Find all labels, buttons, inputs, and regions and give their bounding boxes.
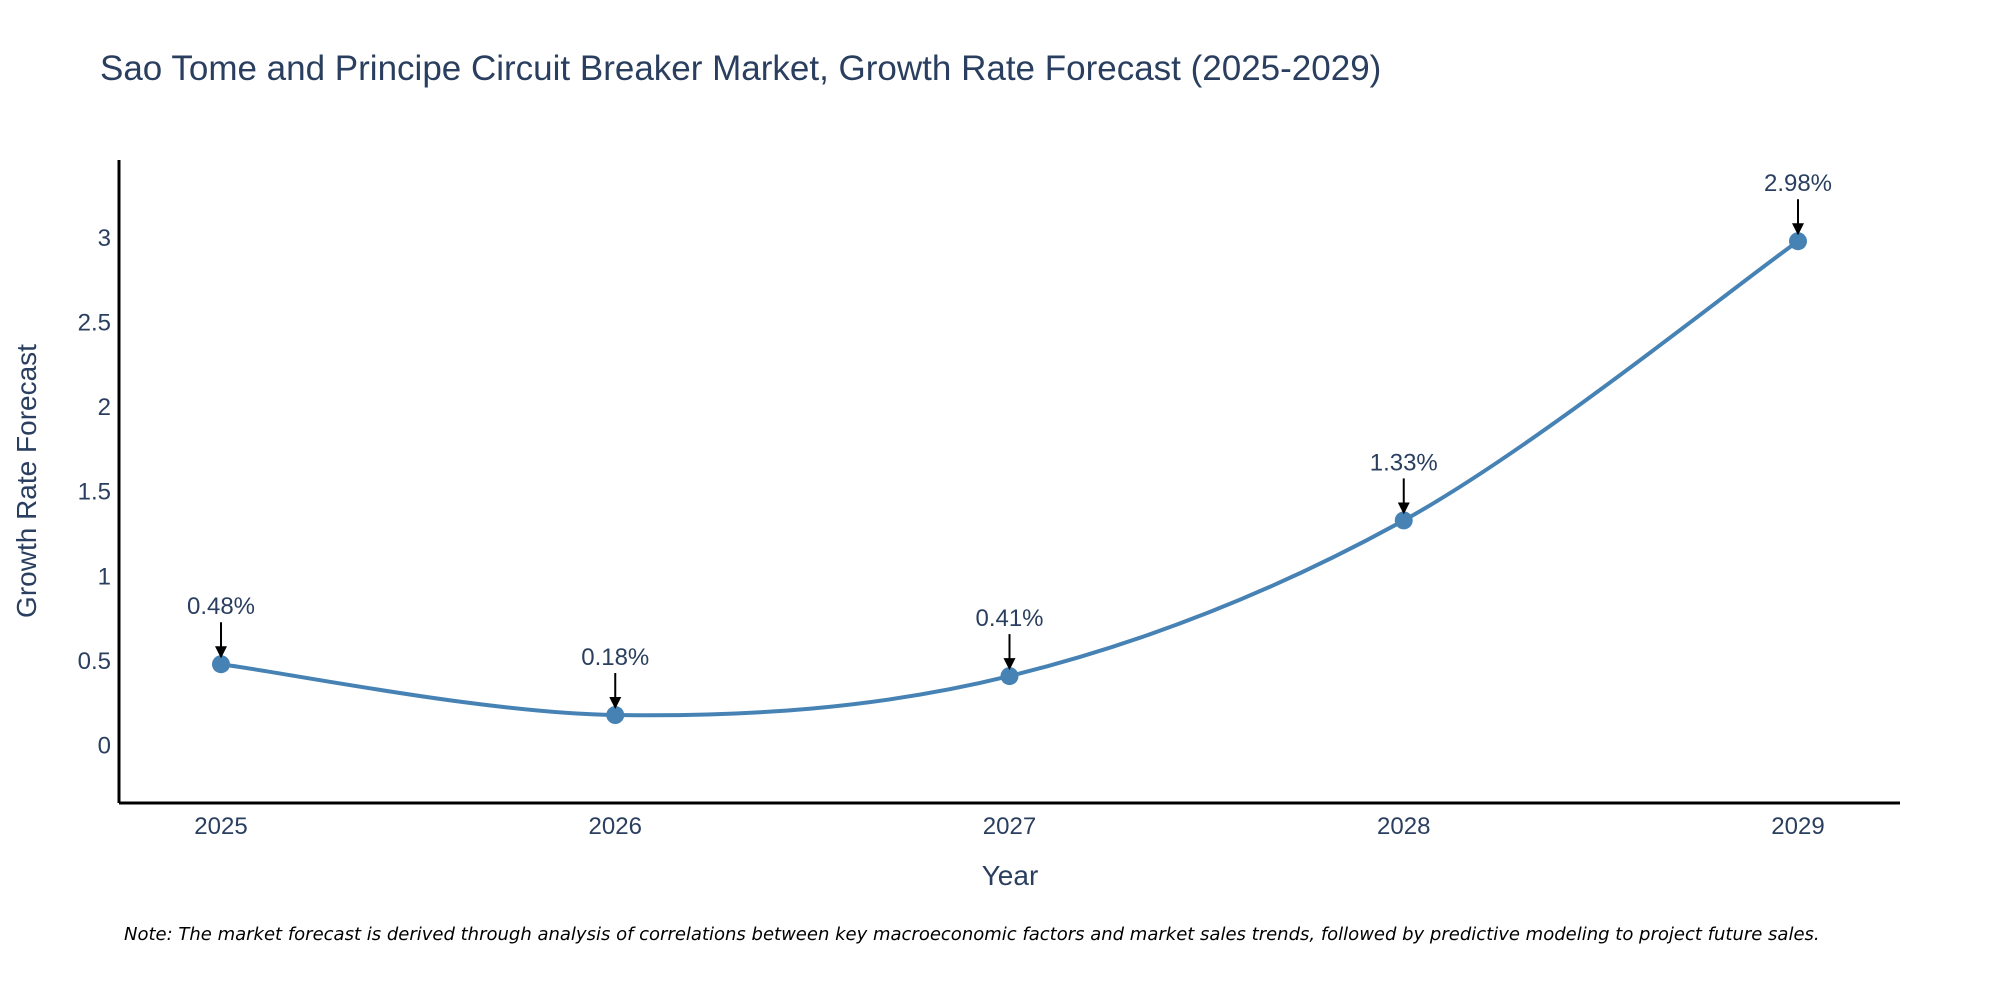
y-tick-label: 2	[98, 394, 111, 421]
data-point-2025	[212, 655, 230, 674]
data-markers	[212, 232, 1807, 725]
x-tick-label: 2025	[194, 813, 247, 840]
footnote: Note: The market forecast is derived thr…	[124, 924, 1820, 945]
x-tick-label: 2027	[983, 813, 1036, 840]
data-label-2026: 0.18%	[581, 644, 649, 671]
data-annotations: 0.48% 0.18% 0.41% 1.33% 2.98%	[187, 170, 1832, 710]
y-tick-label: 3	[98, 225, 111, 252]
data-label-2025: 0.48%	[187, 593, 255, 620]
y-axis-title: Growth Rate Forecast	[11, 344, 42, 618]
x-axis-title: Year	[982, 860, 1039, 891]
y-tick-label: 0.5	[78, 648, 111, 675]
data-point-2027	[1000, 667, 1019, 686]
x-tick-label: 2026	[589, 813, 642, 840]
y-tick-labels: 0 0.5 1 1.5 2 2.5 3	[78, 225, 111, 760]
data-label-2027: 0.41%	[975, 605, 1043, 632]
data-label-2029: 2.98%	[1764, 170, 1832, 197]
x-tick-label: 2028	[1377, 813, 1430, 840]
data-point-2026	[606, 706, 625, 725]
data-point-2028	[1394, 511, 1413, 530]
series-line	[220, 239, 1800, 718]
data-point-2029	[1789, 232, 1807, 251]
x-tick-labels: 2025 2026 2027 2028 2029	[194, 813, 1824, 840]
x-tick-label: 2029	[1771, 813, 1824, 840]
y-tick-label: 1.5	[78, 479, 111, 506]
data-label-2028: 1.33%	[1370, 449, 1438, 476]
y-tick-label: 2.5	[78, 309, 111, 336]
y-tick-label: 0	[98, 732, 111, 759]
chart-title: Sao Tome and Principe Circuit Breaker Ma…	[100, 49, 1381, 88]
y-tick-label: 1	[98, 563, 111, 590]
